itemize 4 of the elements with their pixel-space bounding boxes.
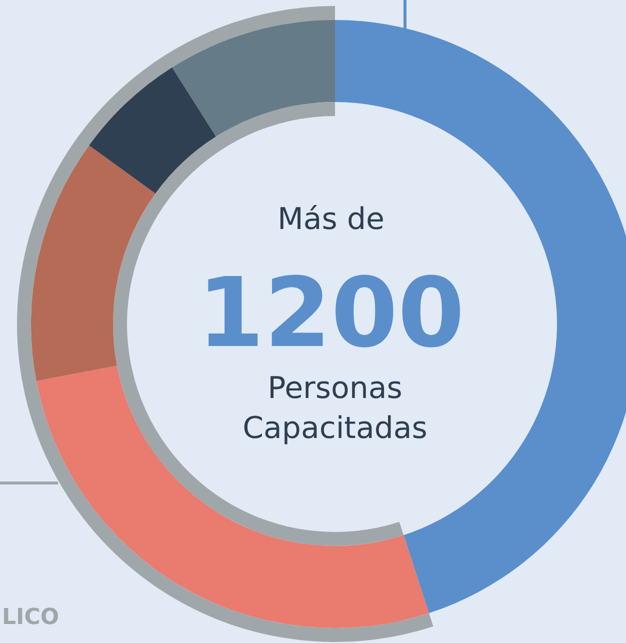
text: Personas Capacitadas [242,371,428,446]
text: 1200 [197,257,465,369]
text: Más de [278,202,384,237]
text: LICO [2,605,60,630]
